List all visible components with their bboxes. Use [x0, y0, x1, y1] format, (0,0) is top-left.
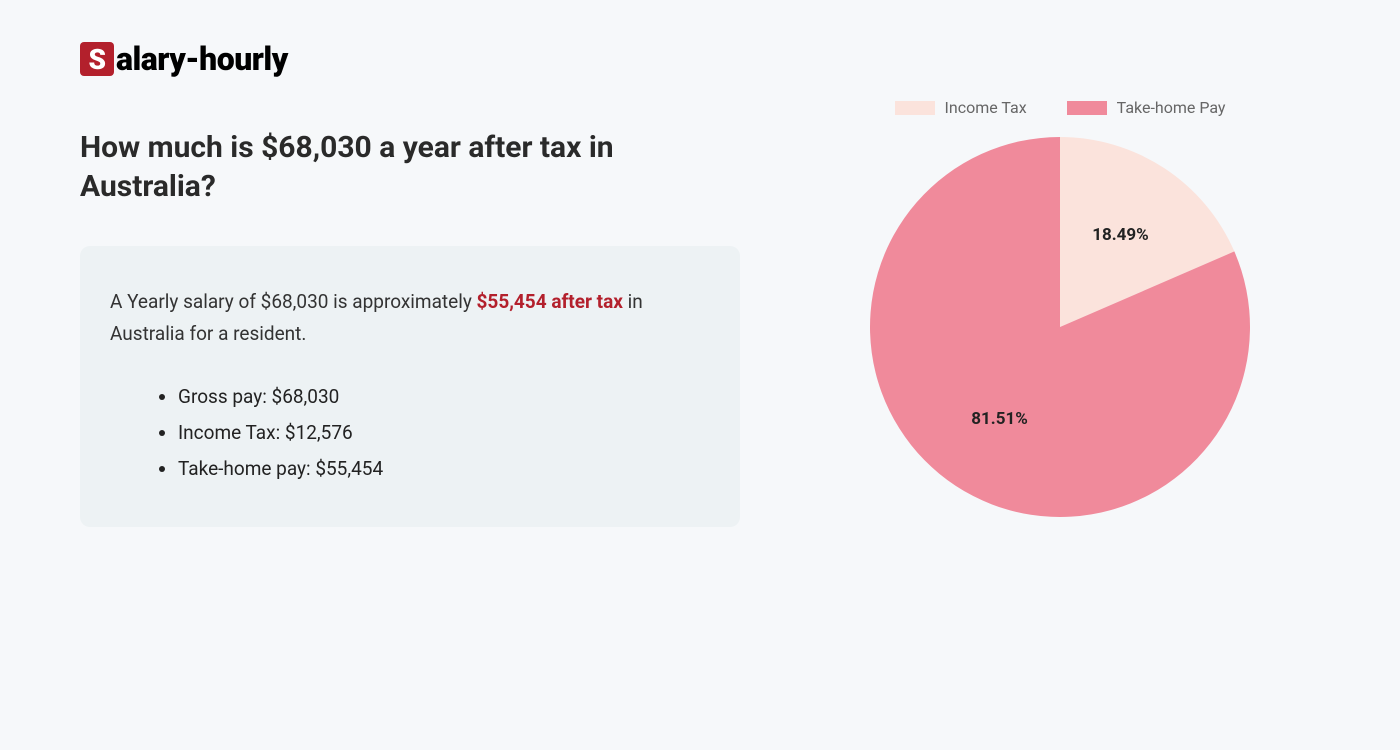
page-title: How much is $68,030 a year after tax in …: [80, 128, 740, 206]
summary-highlight: $55,454 after tax: [477, 290, 623, 313]
logo-text: alary-hourly: [116, 40, 288, 78]
logo-initial: S: [80, 42, 114, 76]
list-item: Take-home pay: $55,454: [178, 451, 710, 487]
pie-slice-label: 18.49%: [1092, 225, 1149, 245]
list-item: Gross pay: $68,030: [178, 379, 710, 415]
summary-list: Gross pay: $68,030 Income Tax: $12,576 T…: [110, 379, 710, 487]
pie-chart: 18.49% 81.51%: [870, 137, 1250, 517]
page-container: Salary-hourly How much is $68,030 a year…: [0, 0, 1400, 567]
summary-text: A Yearly salary of $68,030 is approximat…: [110, 286, 710, 351]
chart-legend: Income Tax Take-home Pay: [895, 98, 1226, 117]
legend-swatch: [895, 101, 935, 115]
legend-label: Take-home Pay: [1117, 98, 1226, 117]
legend-swatch: [1067, 101, 1107, 115]
pie-svg: [870, 137, 1250, 517]
legend-item-take-home: Take-home Pay: [1067, 98, 1226, 117]
left-column: How much is $68,030 a year after tax in …: [80, 128, 740, 527]
legend-label: Income Tax: [945, 98, 1027, 117]
pie-slice-label: 81.51%: [971, 409, 1028, 429]
list-item: Income Tax: $12,576: [178, 415, 710, 451]
site-logo: Salary-hourly: [80, 40, 1320, 78]
summary-before: A Yearly salary of $68,030 is approximat…: [110, 290, 477, 313]
legend-item-income-tax: Income Tax: [895, 98, 1027, 117]
summary-box: A Yearly salary of $68,030 is approximat…: [80, 246, 740, 527]
content-row: How much is $68,030 a year after tax in …: [80, 128, 1320, 527]
chart-column: Income Tax Take-home Pay 18.49% 81.51%: [800, 98, 1320, 517]
